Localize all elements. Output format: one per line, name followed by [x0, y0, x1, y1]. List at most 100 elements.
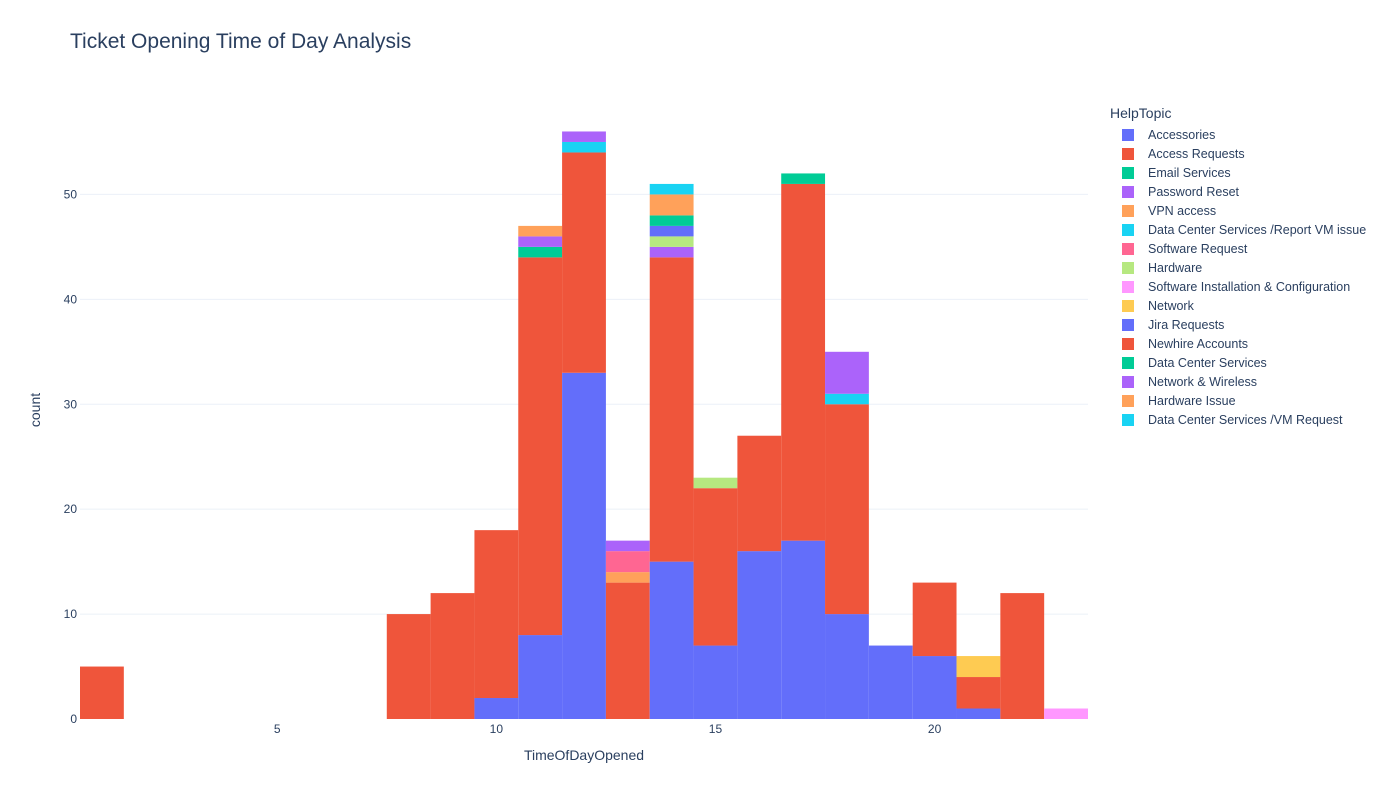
legend-label: Hardware Issue [1148, 393, 1236, 408]
bar-access-requests-17[interactable] [781, 183, 826, 541]
bar-accessories-15[interactable] [693, 645, 738, 719]
bar-accessories-10[interactable] [474, 698, 519, 719]
bar-jira-requests-14[interactable] [649, 225, 694, 237]
legend-item-hardware-issue[interactable]: Hardware Issue [1110, 391, 1366, 410]
bar-network-wireless-12[interactable] [562, 131, 606, 142]
bar-series [80, 131, 1088, 719]
legend-items: Accessories Access Requests Email Services… [1110, 125, 1366, 429]
legend-label: Hardware [1148, 260, 1203, 275]
legend-item-data-center-services[interactable]: Data Center Services [1110, 353, 1366, 372]
bar-accessories-14[interactable] [649, 561, 694, 719]
bar-software-request-13[interactable] [605, 551, 650, 573]
legend-swatch [1122, 223, 1134, 236]
bar-password-reset-14[interactable] [649, 246, 694, 258]
y-tick-labels: 0 10 20 30 40 50 [64, 187, 78, 726]
bar-access-requests-11[interactable] [518, 257, 563, 636]
bar-access-requests-20[interactable] [912, 582, 957, 657]
legend-item-network[interactable]: Network [1110, 296, 1366, 315]
legend-swatch [1122, 261, 1134, 274]
legend-item-network-wireless[interactable]: Network & Wireless [1110, 372, 1366, 391]
x-tick-label: 15 [709, 722, 723, 736]
bar-password-reset-11[interactable] [518, 236, 563, 247]
legend-item-software-request[interactable]: Software Request [1110, 239, 1366, 258]
legend-item-email-services[interactable]: Email Services [1110, 163, 1366, 182]
y-tick-label: 30 [64, 397, 78, 411]
legend-item-data-center-services-vm-request[interactable]: Data Center Services /VM Request [1110, 410, 1366, 429]
legend-item-access-requests[interactable]: Access Requests [1110, 144, 1366, 163]
bar-access-requests-13[interactable] [605, 582, 650, 719]
bar-data-center-services-vm-request-14[interactable] [649, 183, 694, 195]
bar-access-requests-18[interactable] [825, 404, 869, 615]
legend-label: Newhire Accounts [1148, 336, 1249, 351]
legend-item-data-center-services-report-vm-issue[interactable]: Data Center Services /Report VM issue [1110, 220, 1366, 239]
bar-email-services-17[interactable] [781, 173, 826, 184]
legend-item-accessories[interactable]: Accessories [1110, 125, 1366, 144]
x-tick-labels: 5 10 15 20 [274, 722, 942, 736]
bar-email-services-11[interactable] [518, 246, 563, 258]
x-tick-label: 20 [928, 722, 942, 736]
bar-accessories-11[interactable] [518, 635, 563, 719]
legend-swatch [1122, 185, 1134, 198]
legend: HelpTopic Accessories Access Requests Emai… [1110, 105, 1366, 429]
bar-data-center-services-report-vm-issue-18[interactable] [825, 393, 869, 405]
y-tick-label: 0 [70, 712, 77, 726]
legend-label: Accessories [1148, 127, 1216, 142]
bar-access-requests-12[interactable] [562, 152, 606, 373]
legend-label: VPN access [1148, 203, 1217, 218]
bar-accessories-18[interactable] [825, 614, 869, 719]
legend-swatch [1122, 204, 1134, 217]
bar-network-wireless-13[interactable] [605, 540, 650, 552]
legend-swatch [1122, 299, 1134, 312]
x-axis-title: TimeOfDayOpened [524, 747, 644, 763]
bar-accessories-16[interactable] [737, 551, 782, 719]
legend-item-hardware[interactable]: Hardware [1110, 258, 1366, 277]
bar-accessories-17[interactable] [781, 540, 826, 719]
bar-vpn-access-13[interactable] [605, 572, 650, 583]
legend-item-vpn-access[interactable]: VPN access [1110, 201, 1366, 220]
legend-label: Network [1148, 298, 1194, 313]
bar-accessories-12[interactable] [562, 372, 606, 719]
bar-accessories-20[interactable] [912, 656, 957, 719]
legend-title: HelpTopic [1110, 105, 1172, 121]
bar-access-requests-21[interactable] [956, 677, 1001, 709]
bar-data-center-services-14[interactable] [649, 215, 694, 226]
bar-access-requests-8[interactable] [386, 614, 431, 719]
legend-swatch [1122, 337, 1134, 350]
legend-swatch [1122, 166, 1134, 179]
legend-swatch [1122, 413, 1134, 426]
x-tick-label: 10 [490, 722, 504, 736]
bar-vpn-access-11[interactable] [518, 225, 563, 237]
legend-swatch [1122, 147, 1134, 160]
bar-accessories-21[interactable] [956, 708, 1001, 719]
bar-access-requests-22[interactable] [1000, 593, 1045, 719]
bar-network-wireless-18[interactable] [825, 351, 869, 394]
bar-data-center-services-report-vm-issue-12[interactable] [562, 141, 606, 153]
legend-label: Data Center Services /Report VM issue [1148, 222, 1367, 237]
legend-label: Data Center Services /VM Request [1148, 412, 1343, 427]
chart-title: Ticket Opening Time of Day Analysis [70, 30, 412, 53]
legend-item-password-reset[interactable]: Password Reset [1110, 182, 1366, 201]
bar-access-requests-10[interactable] [474, 530, 519, 699]
bar-hardware-15[interactable] [693, 477, 738, 489]
legend-label: Software Installation & Configuration [1148, 279, 1351, 294]
bar-network-21[interactable] [956, 656, 1001, 678]
bar-access-requests-9[interactable] [430, 593, 475, 719]
bar-access-requests-14[interactable] [649, 257, 694, 562]
bar-accessories-19[interactable] [868, 645, 913, 719]
legend-swatch [1122, 318, 1134, 331]
bar-access-requests-16[interactable] [737, 435, 782, 552]
legend-item-software-installation-configuration[interactable]: Software Installation & Configuration [1110, 277, 1366, 296]
bar-hardware-14[interactable] [649, 236, 694, 247]
legend-label: Data Center Services [1148, 355, 1267, 370]
bar-software-installation-configuration-23[interactable] [1044, 708, 1088, 719]
bar-hardware-issue-14[interactable] [649, 194, 694, 216]
y-tick-label: 40 [64, 292, 78, 306]
bar-access-requests-1[interactable] [80, 666, 124, 719]
legend-item-jira-requests[interactable]: Jira Requests [1110, 315, 1366, 334]
bar-access-requests-15[interactable] [693, 488, 738, 646]
legend-label: Network & Wireless [1148, 374, 1258, 389]
legend-item-newhire-accounts[interactable]: Newhire Accounts [1110, 334, 1366, 353]
legend-label: Password Reset [1148, 184, 1240, 199]
legend-swatch [1122, 242, 1134, 255]
y-axis-title: count [27, 393, 43, 427]
